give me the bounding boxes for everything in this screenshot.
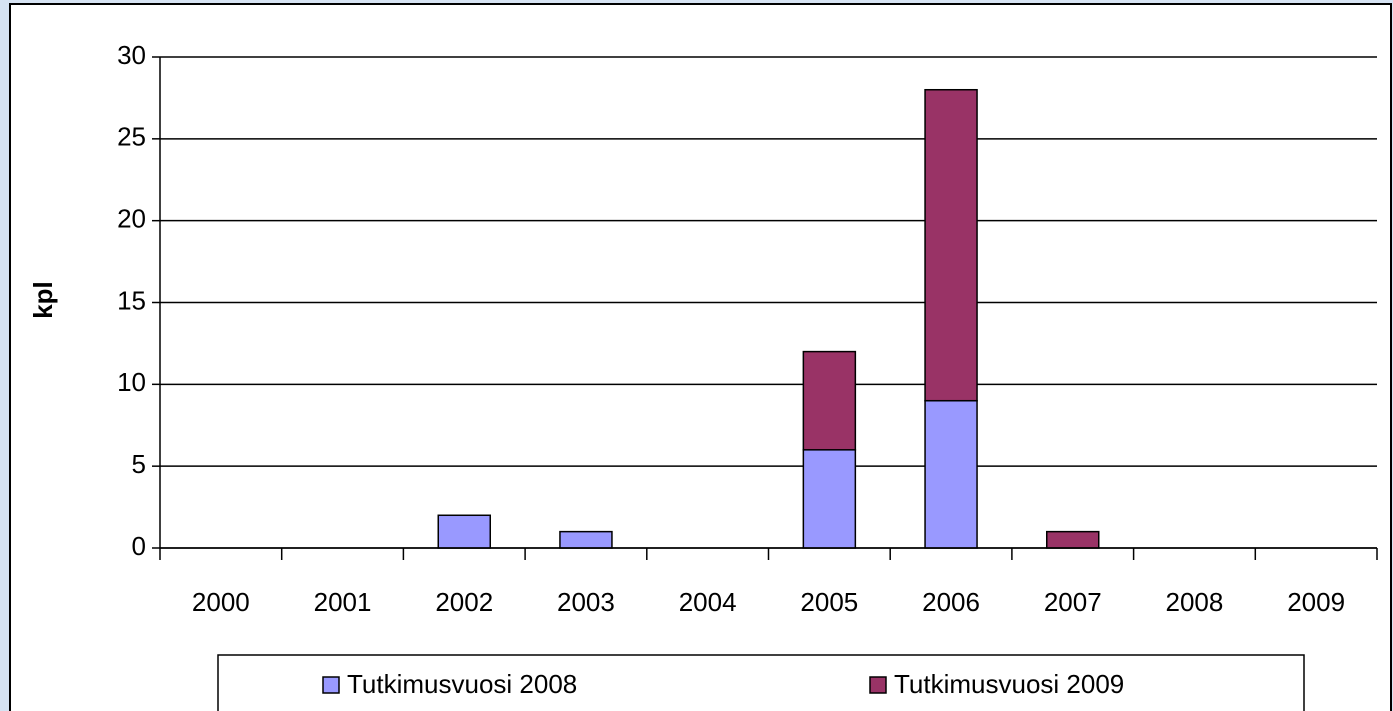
chart-frame (9, 3, 1392, 711)
bar-segment (924, 399, 978, 549)
x-tick-label: 2001 (314, 587, 372, 617)
bar-segment (1046, 530, 1100, 549)
legend-swatch (322, 676, 340, 694)
legend-box (217, 654, 1305, 711)
bar-segment (559, 530, 613, 549)
y-tick-label: 10 (117, 367, 146, 397)
y-tick-label: 0 (132, 531, 146, 561)
bar-segment (437, 514, 491, 549)
x-tick-label: 2004 (679, 587, 737, 617)
y-tick-label: 25 (117, 122, 146, 152)
y-tick-label: 20 (117, 204, 146, 234)
x-tick-label: 2000 (192, 587, 250, 617)
x-tick-label: 2006 (922, 587, 980, 617)
bar-segment (924, 88, 978, 402)
legend-label: Tutkimusvuosi 2009 (894, 669, 1124, 699)
y-tick-label: 30 (117, 40, 146, 70)
y-tick-label: 5 (132, 449, 146, 479)
x-tick-label: 2008 (1166, 587, 1224, 617)
x-tick-label: 2002 (435, 587, 493, 617)
bar-segment (802, 449, 857, 549)
x-tick-label: 2009 (1287, 587, 1345, 617)
y-axis-label: kpl (28, 281, 58, 319)
x-tick-label: 2003 (557, 587, 615, 617)
bar-segment (802, 350, 857, 451)
x-tick-label: 2007 (1044, 587, 1102, 617)
x-tick-label: 2005 (800, 587, 858, 617)
legend-swatch (869, 676, 887, 694)
legend-label: Tutkimusvuosi 2008 (347, 669, 577, 699)
y-tick-label: 15 (117, 285, 146, 315)
